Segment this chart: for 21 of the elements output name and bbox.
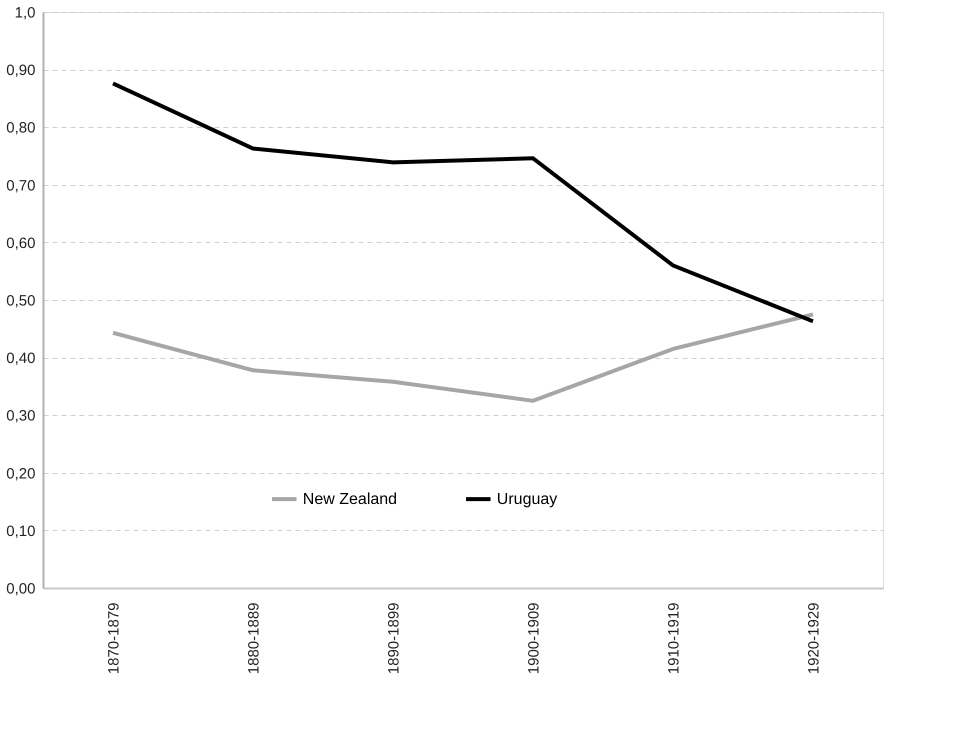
y-tick-label: 0,30 xyxy=(6,408,36,425)
y-tick-label: 0,60 xyxy=(6,234,36,252)
line-series xyxy=(111,81,815,324)
legend-label: Uruguay xyxy=(496,491,558,508)
line-series xyxy=(111,312,815,403)
legend-label: New Zealand xyxy=(302,491,398,508)
y-tick-label: 0,50 xyxy=(6,292,36,310)
y-tick-label: 0,80 xyxy=(6,120,36,137)
y-tick-label: 0,70 xyxy=(6,177,36,194)
y-tick-label: 0,90 xyxy=(6,62,36,80)
x-tick-label: 1920-1929 xyxy=(806,602,822,674)
y-tick-label: 0,20 xyxy=(6,465,36,482)
x-tick-label: 1870-1879 xyxy=(106,602,122,674)
y-tick-label: 1,0 xyxy=(14,4,36,22)
y-tick-label: 0,00 xyxy=(6,580,36,598)
y-tick-label: 0,40 xyxy=(6,350,36,368)
x-tick-label: 1900-1909 xyxy=(526,602,542,674)
x-tick-label: 1890-1899 xyxy=(386,602,402,674)
x-tick-label: 1880-1889 xyxy=(246,602,262,674)
x-tick-label: 1910-1919 xyxy=(666,602,682,674)
y-tick-label: 0,10 xyxy=(6,522,36,540)
